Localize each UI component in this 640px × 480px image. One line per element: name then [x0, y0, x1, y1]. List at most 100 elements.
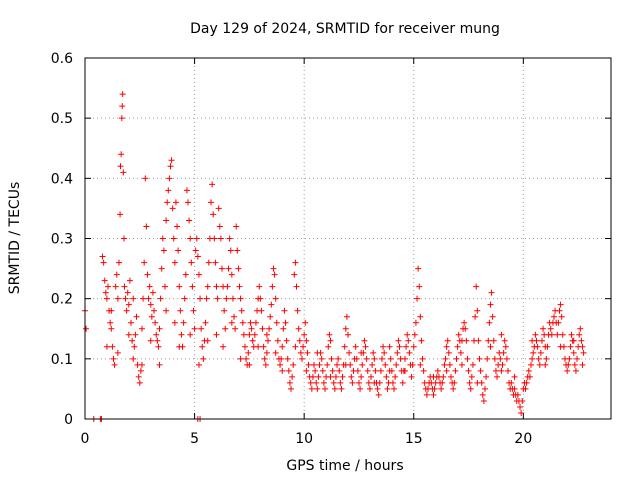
data-point — [119, 91, 126, 98]
data-point — [486, 319, 493, 326]
data-point — [122, 295, 129, 302]
data-point — [212, 259, 219, 266]
data-point — [268, 301, 275, 308]
data-point — [329, 367, 336, 374]
data-point — [357, 385, 364, 392]
data-point — [187, 235, 194, 242]
data-point — [117, 163, 124, 170]
data-point — [236, 283, 243, 290]
data-point — [414, 295, 421, 302]
data-point — [494, 373, 501, 380]
data-point — [186, 217, 193, 224]
points-layer — [82, 91, 587, 422]
data-point — [171, 259, 178, 266]
data-point — [190, 307, 197, 314]
data-point — [258, 307, 265, 314]
data-point — [145, 295, 152, 302]
data-point — [382, 361, 389, 368]
data-point — [135, 373, 142, 380]
data-point — [442, 355, 449, 362]
data-point — [202, 319, 209, 326]
data-point — [228, 319, 235, 326]
data-point — [404, 331, 411, 338]
data-point — [225, 265, 232, 272]
data-point — [568, 331, 575, 338]
data-point — [571, 361, 578, 368]
data-point — [267, 313, 274, 320]
data-point — [377, 367, 384, 374]
data-point — [440, 373, 447, 380]
data-point — [300, 343, 307, 350]
data-point — [487, 343, 494, 350]
data-point — [570, 337, 577, 344]
data-point — [161, 283, 168, 290]
data-point — [103, 343, 110, 350]
data-point — [559, 331, 566, 338]
data-point — [420, 367, 427, 374]
data-point — [327, 373, 334, 380]
data-point — [214, 295, 221, 302]
data-point — [365, 379, 372, 386]
data-point — [158, 265, 165, 272]
data-point — [342, 361, 349, 368]
data-point — [301, 331, 308, 338]
data-point — [580, 349, 587, 356]
data-point — [389, 379, 396, 386]
data-point — [305, 361, 312, 368]
data-point — [288, 385, 295, 392]
data-point — [286, 379, 293, 386]
data-point — [213, 283, 220, 290]
data-point — [146, 283, 153, 290]
data-point — [316, 361, 323, 368]
data-point — [500, 349, 507, 356]
data-point — [183, 187, 190, 194]
data-point — [534, 343, 541, 350]
y-tick-label: 0.4 — [51, 171, 73, 187]
data-point — [423, 391, 430, 398]
data-point — [260, 343, 267, 350]
data-point — [387, 355, 394, 362]
data-point — [368, 373, 375, 380]
data-point — [233, 223, 240, 230]
data-point — [374, 385, 381, 392]
data-point — [363, 355, 370, 362]
data-point — [540, 325, 547, 332]
data-point — [102, 289, 109, 296]
ticks-layer: 0 0.1 0.2 0.3 0.4 0.5 0.6 0 5 10 15 20 — [51, 51, 611, 447]
data-point — [208, 199, 215, 206]
data-point — [227, 247, 234, 254]
data-point — [372, 367, 379, 374]
data-point — [403, 343, 410, 350]
data-point — [530, 349, 537, 356]
data-point — [204, 283, 211, 290]
data-point — [462, 325, 469, 332]
data-point — [391, 385, 398, 392]
data-point — [438, 385, 445, 392]
data-point — [452, 367, 459, 374]
data-point — [270, 265, 277, 272]
data-point — [450, 385, 457, 392]
data-point — [296, 337, 303, 344]
data-point — [273, 319, 280, 326]
data-point — [484, 355, 491, 362]
data-point — [170, 235, 177, 242]
data-point — [246, 331, 253, 338]
data-point — [579, 361, 586, 368]
data-point — [118, 115, 125, 122]
data-point — [245, 349, 252, 356]
data-point — [388, 367, 395, 374]
data-point — [537, 349, 544, 356]
data-point — [417, 313, 424, 320]
data-point — [481, 385, 488, 392]
data-point — [124, 289, 131, 296]
data-point — [448, 373, 455, 380]
data-point — [136, 379, 143, 386]
data-point — [345, 331, 351, 338]
data-point — [118, 151, 125, 158]
data-point — [176, 343, 183, 350]
data-point — [551, 313, 558, 320]
x-tick-label: 20 — [514, 431, 532, 447]
data-point — [508, 379, 515, 386]
